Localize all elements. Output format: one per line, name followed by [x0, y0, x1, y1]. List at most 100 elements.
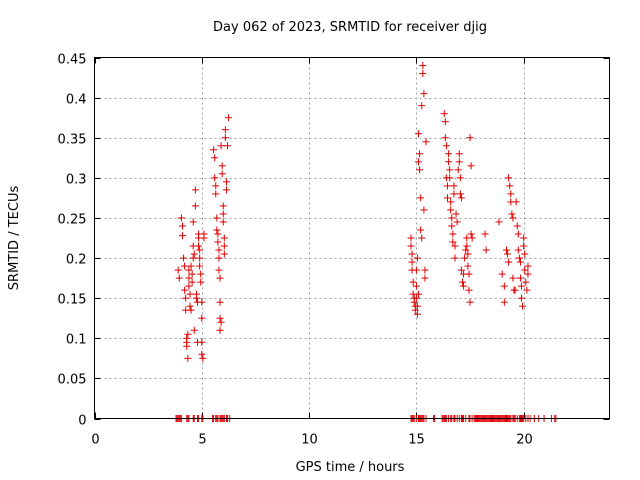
- data-point: [189, 254, 197, 262]
- data-point: [215, 246, 223, 254]
- y-tick-label: 0.35: [58, 133, 87, 148]
- data-point: [220, 234, 228, 242]
- data-point: [519, 302, 527, 310]
- data-point: [456, 190, 464, 198]
- data-point: [516, 258, 524, 266]
- data-point: [416, 166, 424, 174]
- data-point: [459, 278, 467, 286]
- data-point: [507, 190, 515, 198]
- data-point: [449, 238, 457, 246]
- data-point: [216, 314, 224, 322]
- data-point: [407, 234, 415, 242]
- data-point: [500, 298, 508, 306]
- data-point: [184, 354, 192, 362]
- data-point: [213, 226, 221, 234]
- data-point: [421, 274, 429, 282]
- data-point: [466, 134, 474, 142]
- data-point: [199, 354, 207, 362]
- data-point: [422, 138, 430, 146]
- data-point: [442, 142, 450, 150]
- data-point: [448, 214, 456, 222]
- data-point: [518, 282, 526, 290]
- data-point: [407, 242, 415, 250]
- data-point: [421, 266, 429, 274]
- data-point: [443, 194, 451, 202]
- data-point: [219, 210, 227, 218]
- data-point: [446, 174, 454, 182]
- data-point: [505, 174, 513, 182]
- data-point: [198, 338, 206, 346]
- data-point: [524, 262, 532, 270]
- data-point: [462, 246, 470, 254]
- data-point: [466, 298, 474, 306]
- data-point: [413, 310, 421, 318]
- data-point: [514, 246, 522, 254]
- data-point: [451, 242, 459, 250]
- data-point: [185, 274, 193, 282]
- data-point: [413, 302, 421, 310]
- data-point: [196, 254, 204, 262]
- data-point: [418, 234, 426, 242]
- data-point: [216, 274, 224, 282]
- data-point: [447, 206, 455, 214]
- data-point: [512, 198, 520, 206]
- y-tick-label: 0.4: [66, 93, 87, 108]
- data-point: [518, 294, 526, 302]
- data-point: [185, 282, 193, 290]
- data-point: [413, 254, 421, 262]
- data-point: [222, 186, 230, 194]
- data-point: [508, 210, 516, 218]
- data-point: [183, 342, 191, 350]
- data-point: [196, 246, 204, 254]
- y-tick-label: 0.15: [58, 293, 87, 308]
- data-point: [450, 190, 458, 198]
- axis-ticks: [94, 57, 610, 420]
- data-point: [420, 90, 428, 98]
- data-point: [445, 150, 453, 158]
- data-point: [455, 150, 463, 158]
- data-point: [452, 210, 460, 218]
- data-point: [217, 142, 225, 150]
- data-point: [186, 302, 194, 310]
- data-point: [464, 262, 472, 270]
- data-point: [214, 238, 222, 246]
- data-point: [461, 254, 469, 262]
- data-point: [521, 266, 529, 274]
- data-point: [481, 230, 489, 238]
- data-point: [509, 214, 517, 222]
- data-point: [445, 158, 453, 166]
- data-point: [412, 294, 420, 302]
- data-point: [515, 254, 523, 262]
- data-point: [188, 278, 196, 286]
- data-point: [211, 174, 219, 182]
- data-point: [186, 290, 194, 298]
- y-tick-label: 0.2: [66, 253, 87, 268]
- x-tick-labels: 0 5 10 15 20: [91, 433, 532, 448]
- data-point: [187, 306, 195, 314]
- data-point: [524, 270, 532, 278]
- data-point: [221, 134, 229, 142]
- data-point: [218, 170, 226, 178]
- data-point: [410, 298, 418, 306]
- x-tick-label: 0: [91, 433, 99, 448]
- data-point: [197, 278, 205, 286]
- data-point: [408, 250, 416, 258]
- data-point: [220, 242, 228, 250]
- data-point: [446, 166, 454, 174]
- data-point: [467, 230, 475, 238]
- data-point: [511, 286, 519, 294]
- data-point: [509, 274, 517, 282]
- plot-frame: [94, 57, 610, 419]
- chart-title: Day 062 of 2023, SRMTID for receiver dji…: [213, 20, 487, 35]
- data-point: [218, 162, 226, 170]
- data-point: [443, 182, 451, 190]
- y-tick-label: 0.3: [66, 173, 87, 188]
- data-point: [457, 194, 465, 202]
- y-tick-label: 0.1: [66, 333, 87, 348]
- data-point: [177, 214, 185, 222]
- y-tick-label: 0.05: [58, 373, 87, 388]
- data-point: [516, 274, 524, 282]
- data-point: [482, 246, 490, 254]
- data-point: [447, 198, 455, 206]
